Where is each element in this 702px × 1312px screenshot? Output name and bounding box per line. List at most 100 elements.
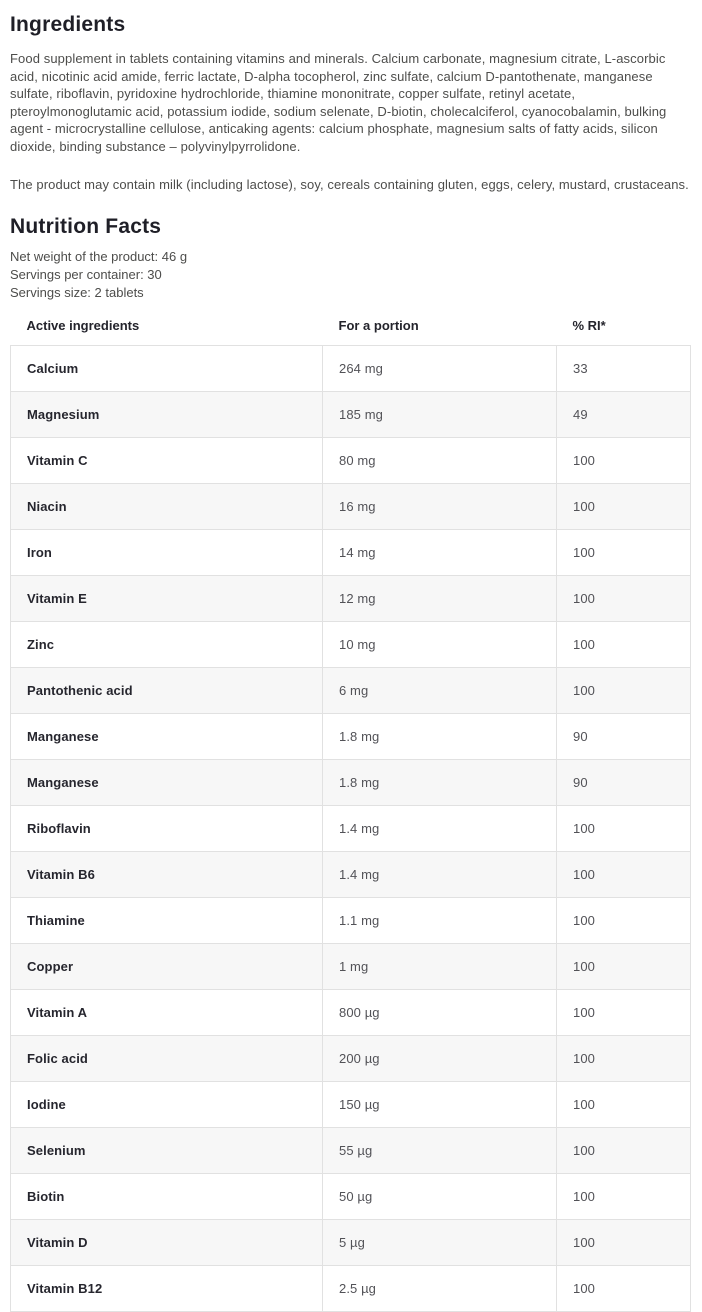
nutrient-row: Thiamine 1.1 mg 100 <box>10 896 691 944</box>
nutrient-name-cell: Magnesium <box>10 390 323 438</box>
portion-value-cell: 6 mg <box>322 666 557 714</box>
ri-percent-cell: 100 <box>556 1126 691 1174</box>
ingredients-description: Food supplement in tablets containing vi… <box>10 51 667 154</box>
portion-value-cell: 50 µg <box>322 1172 557 1220</box>
nutrient-name-cell: Vitamin D <box>10 1218 323 1266</box>
header-row: Active ingredients For a portion % RI* <box>10 313 691 345</box>
nutrient-name-cell: Zinc <box>10 620 323 668</box>
nutrient-row: Riboflavin 1.4 mg 100 <box>10 804 691 852</box>
servings-size-line: Servings size: 2 tablets <box>10 284 144 300</box>
portion-value-cell: 264 mg <box>322 344 557 392</box>
ri-percent-cell: 100 <box>556 528 691 576</box>
nutrient-name-cell: Iron <box>10 528 323 576</box>
nutrient-name-cell: Copper <box>10 942 323 990</box>
ri-percent-cell: 100 <box>556 1034 691 1082</box>
portion-value-cell: 150 µg <box>322 1080 557 1128</box>
portion-value-cell: 10 mg <box>322 620 557 668</box>
ri-percent-cell: 90 <box>556 712 691 760</box>
portion-value-cell: 1 mg <box>322 942 557 990</box>
nutrient-row: Iron 14 mg 100 <box>10 528 691 576</box>
ri-percent-cell: 100 <box>556 574 691 622</box>
portion-value-cell: 200 µg <box>322 1034 557 1082</box>
nutrient-name-cell: Pantothenic acid <box>10 666 323 714</box>
ri-percent-cell: 100 <box>556 1080 691 1128</box>
net-weight-line: Net weight of the product: 46 g <box>10 248 188 264</box>
ingredients-section-title: Ingredients <box>10 13 126 36</box>
ri-percent-cell: 90 <box>556 758 691 806</box>
ri-percent-cell: 100 <box>556 850 691 898</box>
nutrient-name-cell: Vitamin C <box>10 436 323 484</box>
column-header-active-ingredients: Active ingredients <box>10 313 323 345</box>
ri-percent-cell: 49 <box>556 390 691 438</box>
column-header-for-a-portion: For a portion <box>322 313 557 345</box>
ri-percent-cell: 100 <box>556 942 691 990</box>
nutrient-row: Manganese 1.8 mg 90 <box>10 758 691 806</box>
ri-percent-cell: 100 <box>556 666 691 714</box>
nutrient-row: Zinc 10 mg 100 <box>10 620 691 668</box>
nutrient-name-cell: Vitamin B6 <box>10 850 323 898</box>
nutrient-row: Vitamin E 12 mg 100 <box>10 574 691 622</box>
portion-value-cell: 1.1 mg <box>322 896 557 944</box>
nutrition-table-header: Active ingredients For a portion % RI* <box>10 313 691 345</box>
nutrient-name-cell: Calcium <box>10 344 323 392</box>
nutrient-row: Manganese 1.8 mg 90 <box>10 712 691 760</box>
ri-percent-cell: 100 <box>556 1172 691 1220</box>
nutrient-name-cell: Selenium <box>10 1126 323 1174</box>
nutrient-name-cell: Folic acid <box>10 1034 323 1082</box>
nutrient-row: Vitamin A 800 µg 100 <box>10 988 691 1036</box>
nutrient-name-cell: Vitamin B12 <box>10 1264 323 1312</box>
nutrient-row: Copper 1 mg 100 <box>10 942 691 990</box>
nutrient-row: Calcium 264 mg 33 <box>10 344 691 392</box>
product-info: Net weight of the product: 46 g Servings… <box>10 248 690 302</box>
servings-per-container-line: Servings per container: 30 <box>10 266 162 282</box>
allergen-note: The product may contain milk (including … <box>10 177 689 192</box>
nutrition-table-body: Calcium 264 mg 33 Magnesium 185 mg 49 Vitamin … <box>10 344 691 1312</box>
nutrient-name-cell: Vitamin A <box>10 988 323 1036</box>
nutrient-row: Vitamin B12 2.5 µg 100 <box>10 1264 691 1312</box>
nutrient-row: Folic acid 200 µg 100 <box>10 1034 691 1082</box>
nutrient-row: Selenium 55 µg 100 <box>10 1126 691 1174</box>
portion-value-cell: 185 mg <box>322 390 557 438</box>
nutrient-name-cell: Iodine <box>10 1080 323 1128</box>
nutrient-name-cell: Manganese <box>10 712 323 760</box>
ri-percent-cell: 100 <box>556 436 691 484</box>
portion-value-cell: 800 µg <box>322 988 557 1036</box>
ri-percent-cell: 100 <box>556 482 691 530</box>
ri-percent-cell: 100 <box>556 896 691 944</box>
portion-value-cell: 1.8 mg <box>322 712 557 760</box>
nutrition-table: Active ingredients For a portion % RI* C… <box>10 313 691 1312</box>
portion-value-cell: 5 µg <box>322 1218 557 1266</box>
portion-value-cell: 1.8 mg <box>322 758 557 806</box>
nutrient-row: Magnesium 185 mg 49 <box>10 390 691 438</box>
portion-value-cell: 2.5 µg <box>322 1264 557 1312</box>
portion-value-cell: 55 µg <box>322 1126 557 1174</box>
nutrient-row: Vitamin C 80 mg 100 <box>10 436 691 484</box>
nutrient-row: Niacin 16 mg 100 <box>10 482 691 530</box>
portion-value-cell: 80 mg <box>322 436 557 484</box>
nutrient-name-cell: Niacin <box>10 482 323 530</box>
nutrient-name-cell: Riboflavin <box>10 804 323 852</box>
nutrient-row: Vitamin B6 1.4 mg 100 <box>10 850 691 898</box>
nutrient-name-cell: Biotin <box>10 1172 323 1220</box>
nutrient-name-cell: Thiamine <box>10 896 323 944</box>
ri-percent-cell: 100 <box>556 804 691 852</box>
portion-value-cell: 12 mg <box>322 574 557 622</box>
column-header-percent-ri: % RI* <box>556 313 691 345</box>
ri-percent-cell: 33 <box>556 344 691 392</box>
ri-percent-cell: 100 <box>556 1264 691 1312</box>
nutrition-facts-section-title: Nutrition Facts <box>10 214 162 238</box>
portion-value-cell: 1.4 mg <box>322 804 557 852</box>
nutrient-row: Biotin 50 µg 100 <box>10 1172 691 1220</box>
ri-percent-cell: 100 <box>556 988 691 1036</box>
portion-value-cell: 16 mg <box>322 482 557 530</box>
ri-percent-cell: 100 <box>556 620 691 668</box>
nutrient-name-cell: Vitamin E <box>10 574 323 622</box>
nutrient-row: Iodine 150 µg 100 <box>10 1080 691 1128</box>
nutrient-row: Pantothenic acid 6 mg 100 <box>10 666 691 714</box>
ri-percent-cell: 100 <box>556 1218 691 1266</box>
portion-value-cell: 14 mg <box>322 528 557 576</box>
portion-value-cell: 1.4 mg <box>322 850 557 898</box>
nutrient-name-cell: Manganese <box>10 758 323 806</box>
